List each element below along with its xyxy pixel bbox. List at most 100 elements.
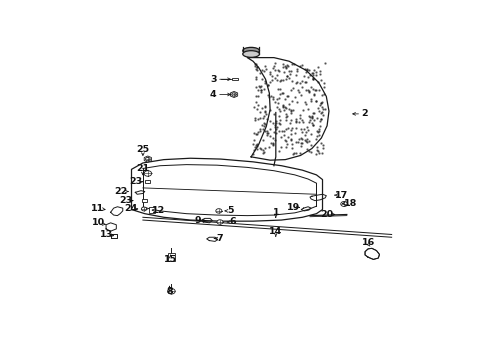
Circle shape (216, 209, 222, 213)
Point (296, 92, 304, 98)
Point (256, 116, 264, 121)
Point (272, 126, 280, 132)
Point (304, 127, 312, 133)
Point (312, 98, 319, 104)
Point (251, 115, 259, 121)
FancyBboxPatch shape (145, 180, 150, 184)
Point (318, 77, 325, 83)
Point (260, 113, 268, 119)
FancyBboxPatch shape (168, 253, 175, 261)
Point (264, 82, 272, 88)
Point (315, 108, 322, 114)
Point (254, 94, 262, 99)
Point (253, 67, 261, 73)
Point (309, 72, 317, 78)
Point (261, 80, 269, 85)
Point (316, 68, 323, 74)
Polygon shape (230, 91, 238, 98)
Point (260, 68, 268, 73)
Point (277, 144, 285, 150)
Point (313, 147, 321, 153)
Point (250, 138, 258, 143)
Point (290, 150, 297, 156)
Circle shape (232, 93, 236, 96)
Text: 14: 14 (269, 227, 282, 236)
Point (252, 76, 260, 82)
Point (307, 98, 315, 104)
Point (305, 149, 313, 154)
Point (309, 122, 317, 128)
Point (259, 67, 267, 73)
Point (265, 130, 272, 135)
Point (279, 102, 287, 107)
Point (279, 90, 287, 96)
Point (269, 142, 277, 148)
FancyBboxPatch shape (149, 207, 155, 213)
Point (318, 99, 326, 105)
Point (308, 115, 316, 121)
Point (286, 120, 294, 126)
Point (271, 137, 279, 143)
Point (292, 116, 300, 122)
Point (259, 137, 267, 143)
Point (307, 96, 315, 102)
Point (285, 126, 293, 131)
Point (288, 145, 296, 151)
Point (312, 87, 319, 93)
Point (307, 149, 315, 155)
Point (261, 104, 269, 110)
Point (303, 139, 311, 145)
FancyBboxPatch shape (142, 199, 147, 202)
Point (299, 107, 307, 113)
Point (262, 67, 270, 72)
Point (282, 144, 290, 150)
Point (283, 65, 291, 71)
Point (252, 99, 260, 105)
Text: 1: 1 (272, 208, 279, 217)
Point (310, 110, 318, 116)
Point (310, 92, 318, 98)
Point (289, 151, 296, 157)
Point (301, 99, 309, 105)
Point (258, 76, 266, 81)
Point (270, 120, 277, 126)
Point (265, 95, 272, 100)
Point (251, 63, 259, 69)
Point (289, 85, 296, 91)
Point (280, 132, 288, 138)
Point (304, 87, 312, 93)
Point (275, 113, 283, 119)
Point (302, 101, 310, 107)
Point (261, 63, 269, 69)
Point (251, 144, 259, 150)
Point (282, 105, 290, 111)
Point (316, 126, 323, 132)
Text: 11: 11 (91, 204, 104, 213)
Point (250, 148, 258, 153)
Point (318, 104, 326, 110)
Circle shape (168, 288, 175, 294)
Point (295, 136, 303, 142)
Point (294, 139, 302, 145)
Point (287, 87, 295, 93)
Point (275, 128, 283, 134)
FancyBboxPatch shape (232, 78, 238, 81)
Point (276, 77, 284, 83)
Point (314, 148, 322, 154)
Point (285, 106, 293, 112)
Point (261, 122, 269, 127)
Point (305, 67, 313, 73)
Point (301, 137, 309, 143)
Point (267, 79, 274, 85)
Point (283, 118, 291, 123)
Point (283, 73, 291, 79)
Text: 20: 20 (320, 210, 333, 219)
Point (295, 89, 303, 95)
Point (319, 145, 327, 150)
Point (316, 102, 324, 108)
Point (252, 66, 260, 72)
Point (315, 87, 323, 93)
Point (318, 92, 326, 98)
Point (270, 129, 278, 135)
Ellipse shape (243, 48, 260, 54)
